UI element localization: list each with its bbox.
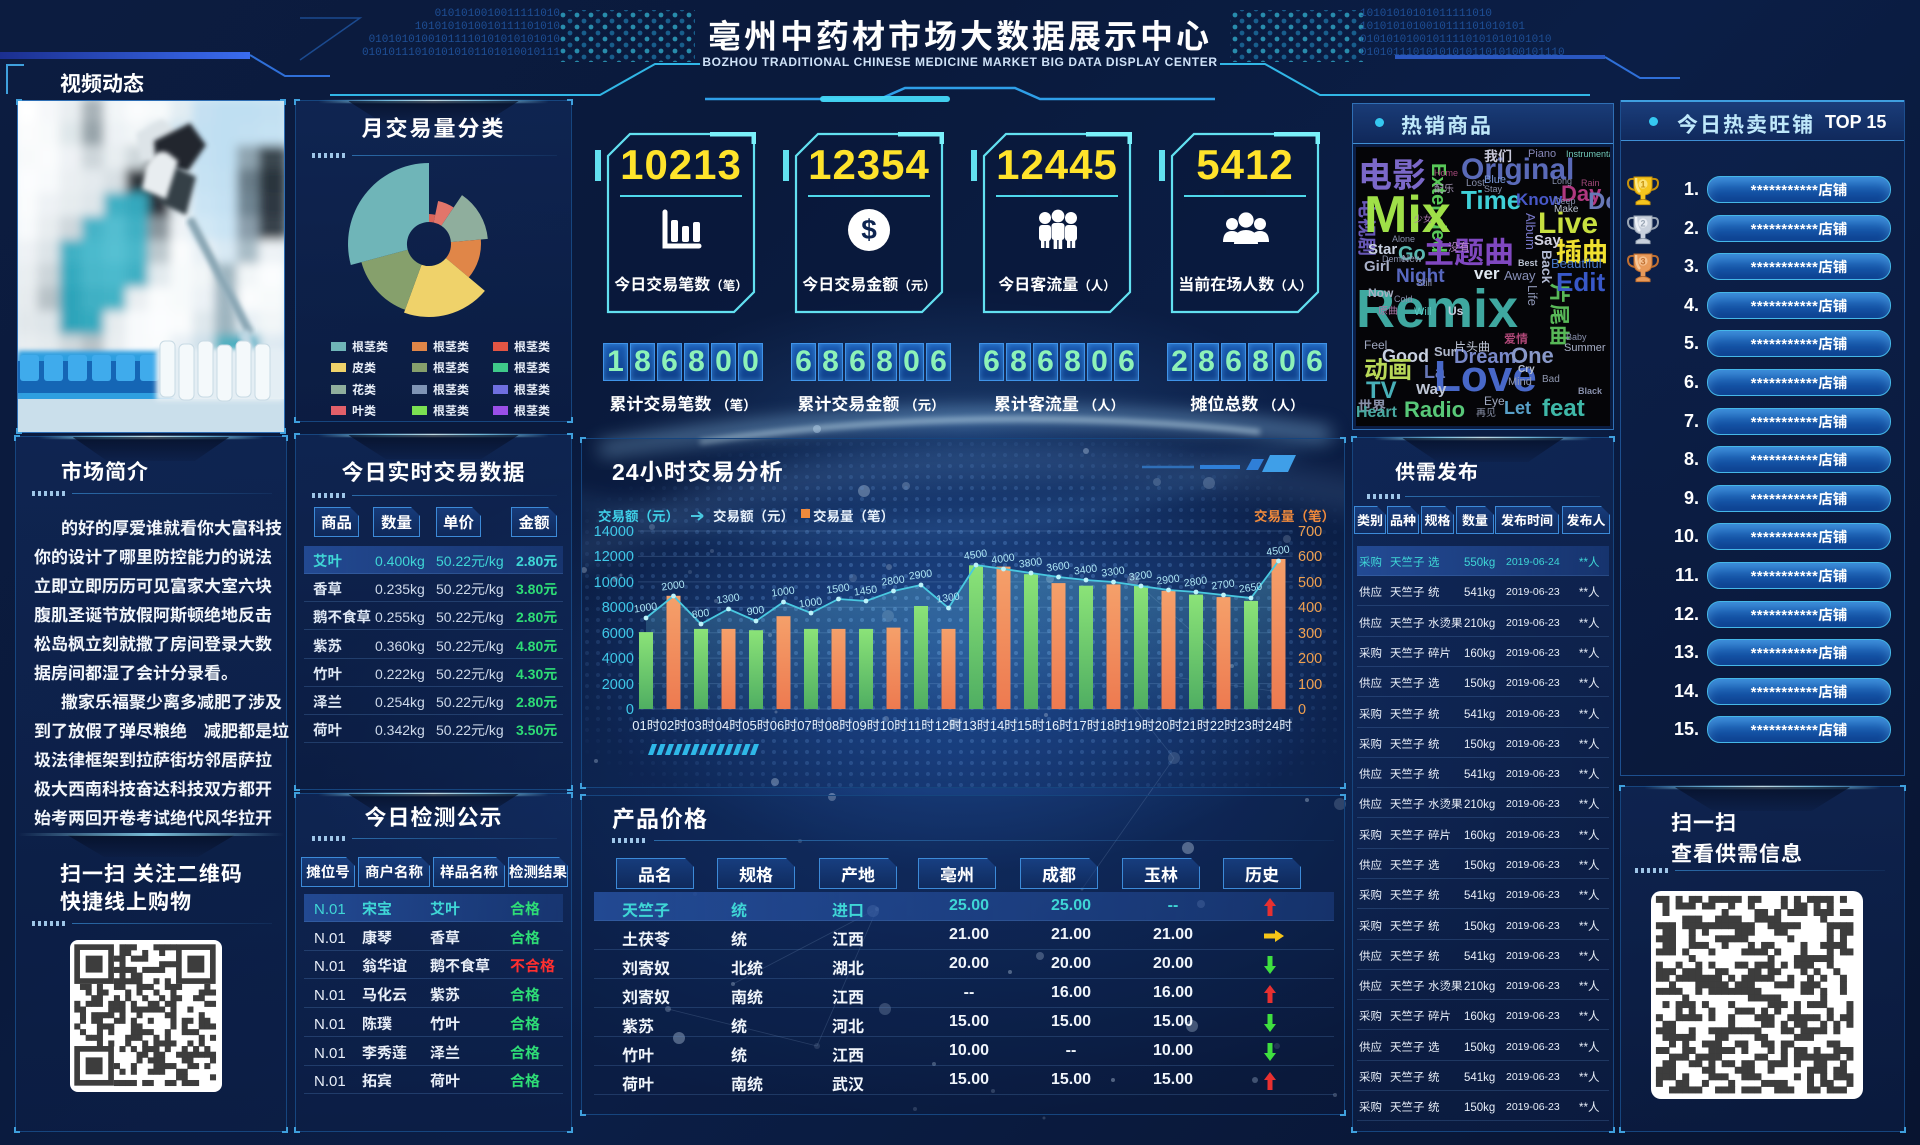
svg-text:1300: 1300 — [715, 589, 740, 607]
svg-text:3600: 3600 — [1045, 557, 1070, 575]
svg-text:2700: 2700 — [1210, 575, 1235, 593]
svg-text:600: 600 — [1298, 545, 1322, 566]
svg-text:2900: 2900 — [1155, 570, 1180, 588]
svg-text:2000: 2000 — [660, 576, 685, 594]
svg-text:06时: 06时 — [770, 715, 797, 734]
svg-text:4000: 4000 — [990, 549, 1015, 567]
svg-text:10时: 10时 — [880, 715, 907, 734]
svg-text:19时: 19时 — [1127, 715, 1154, 734]
svg-text:24时: 24时 — [1265, 715, 1292, 734]
svg-text:01时: 01时 — [632, 715, 659, 734]
svg-text:2800: 2800 — [880, 571, 905, 589]
svg-text:2800: 2800 — [1183, 572, 1208, 590]
svg-text:1000: 1000 — [633, 598, 658, 616]
svg-text:900: 900 — [746, 602, 766, 619]
svg-text:08时: 08时 — [825, 715, 852, 734]
svg-text:16时: 16时 — [1045, 715, 1072, 734]
svg-text:800: 800 — [691, 605, 711, 622]
svg-text:$: $ — [861, 214, 877, 245]
svg-text:0: 0 — [1298, 698, 1306, 719]
svg-text:0: 0 — [626, 698, 634, 719]
svg-text:12时: 12时 — [935, 715, 962, 734]
svg-text:1450: 1450 — [853, 581, 878, 599]
svg-text:4500: 4500 — [963, 545, 988, 563]
svg-text:4000: 4000 — [602, 647, 634, 668]
svg-text:3400: 3400 — [1073, 560, 1098, 578]
svg-text:1000: 1000 — [798, 593, 823, 611]
svg-text:1: 1 — [1640, 180, 1645, 190]
svg-text:2: 2 — [1640, 219, 1645, 229]
svg-text:6000: 6000 — [602, 622, 634, 643]
svg-text:1300: 1300 — [935, 588, 960, 606]
svg-text:1500: 1500 — [825, 579, 850, 597]
svg-text:05时: 05时 — [742, 715, 769, 734]
svg-text:100: 100 — [1298, 673, 1322, 694]
svg-text:10000: 10000 — [594, 571, 634, 592]
svg-text:200: 200 — [1298, 647, 1322, 668]
svg-text:14时: 14时 — [990, 715, 1017, 734]
svg-text:02时: 02时 — [660, 715, 687, 734]
svg-text:07时: 07时 — [797, 715, 824, 734]
svg-text:09时: 09时 — [852, 715, 879, 734]
svg-text:1000: 1000 — [770, 582, 795, 600]
svg-text:15时: 15时 — [1017, 715, 1044, 734]
svg-text:3: 3 — [1640, 257, 1645, 267]
svg-text:3200: 3200 — [1128, 566, 1153, 584]
svg-text:400: 400 — [1298, 596, 1322, 617]
svg-text:8000: 8000 — [602, 596, 634, 617]
svg-text:20时: 20时 — [1155, 715, 1182, 734]
svg-text:2000: 2000 — [602, 673, 634, 694]
svg-text:23时: 23时 — [1237, 715, 1264, 734]
svg-text:2650: 2650 — [1238, 578, 1263, 596]
svg-text:04时: 04时 — [715, 715, 742, 734]
svg-text:11时: 11时 — [908, 715, 935, 734]
svg-text:300: 300 — [1298, 622, 1322, 643]
svg-text:2900: 2900 — [908, 565, 933, 583]
svg-text:17时: 17时 — [1072, 715, 1099, 734]
svg-text:12000: 12000 — [594, 545, 634, 566]
svg-text:700: 700 — [1298, 520, 1322, 541]
svg-text:14000: 14000 — [594, 520, 634, 541]
svg-text:500: 500 — [1298, 571, 1322, 592]
svg-text:4500: 4500 — [1265, 541, 1290, 559]
svg-text:21时: 21时 — [1182, 715, 1209, 734]
svg-text:18时: 18时 — [1100, 715, 1127, 734]
svg-text:3300: 3300 — [1100, 562, 1125, 580]
svg-text:22时: 22时 — [1210, 715, 1237, 734]
svg-text:03时: 03时 — [687, 715, 714, 734]
svg-text:3800: 3800 — [1018, 553, 1043, 571]
svg-text:13时: 13时 — [962, 715, 989, 734]
